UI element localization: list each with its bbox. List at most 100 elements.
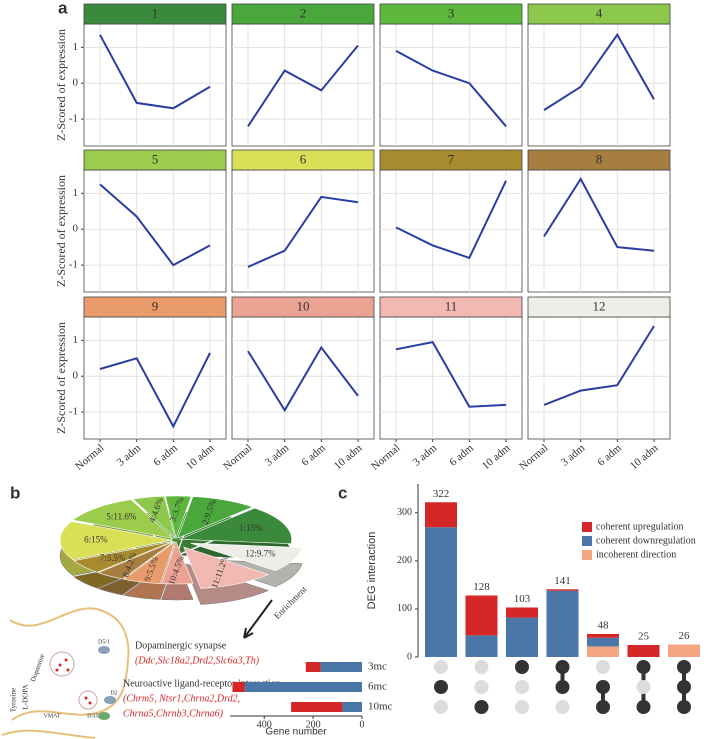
x-tick-label: 10 adm [332, 442, 365, 472]
enrichment-arrow [243, 599, 273, 639]
set-dot [677, 660, 691, 674]
panel-letter: b [10, 483, 20, 502]
x-axis-label: Gene number [265, 727, 327, 738]
bar-segment [465, 595, 498, 636]
bar-segment [546, 589, 579, 591]
x-tick-label: Normal [517, 442, 550, 473]
slice [164, 495, 192, 540]
mean-line [99, 34, 211, 110]
category-label: 10mc [368, 701, 393, 713]
y-tick-label: 1 [73, 187, 79, 199]
x-tick-label: 10 adm [628, 442, 661, 472]
slice [73, 540, 173, 573]
panel-header [527, 3, 671, 25]
x-tick-label: Normal [221, 442, 254, 473]
slice [72, 499, 175, 540]
slice [190, 542, 303, 572]
neuron-label: VMAT [43, 713, 60, 719]
bar-segment [320, 662, 362, 672]
legend-label: coherent upregulation [596, 521, 683, 532]
set-dot [596, 700, 610, 714]
y-axis-label: Z-Scored of expression [54, 175, 68, 287]
x-tick-label: Normal [369, 442, 402, 473]
y-tick-label: -1 [69, 406, 78, 418]
neuron-sketch [1, 607, 130, 739]
pathway-name: Dopaminergic synapse [135, 640, 227, 651]
panel-letter: a [58, 0, 68, 17]
slice [177, 496, 254, 539]
bar-segment [546, 590, 579, 657]
x-tick-label: 10 adm [480, 442, 513, 472]
panel-title: 4 [596, 5, 603, 20]
plot-panel [379, 23, 523, 147]
panel-header [231, 3, 375, 25]
y-tick-label: -1 [69, 113, 78, 125]
panel-title: 2 [300, 5, 307, 20]
y-axis-label: Z-Scored of expression [54, 322, 68, 434]
total-label: 103 [514, 593, 531, 605]
bar-segment [506, 617, 538, 657]
slice [122, 541, 176, 584]
set-dot [636, 660, 651, 674]
x-tick-label: 3 adm [263, 442, 292, 469]
y-tick-label: 0 [73, 77, 79, 89]
slice-label: 1:15% [239, 523, 263, 533]
plot-panel [231, 23, 375, 147]
bar-segment [305, 662, 321, 672]
set-dot [474, 700, 489, 714]
enrichment-label: Enrichment [272, 584, 309, 621]
bar-segment [587, 637, 619, 647]
slice-label: 5:11.6% [106, 512, 136, 522]
slice-label: 7:5.5% [100, 553, 126, 563]
set-dot [515, 700, 529, 714]
legend-label: incoherent direction [596, 549, 676, 560]
panel-header [379, 296, 523, 318]
y-tick-label: 0 [73, 370, 79, 382]
set-dot [636, 680, 651, 694]
set-dot [555, 680, 570, 694]
bar-segment [668, 644, 700, 657]
mean-line [247, 345, 359, 413]
y-tick-label: 0 [407, 651, 412, 662]
bar-segment [587, 633, 619, 638]
x-tick-label: 400 [257, 719, 272, 730]
set-dot [677, 700, 691, 714]
mean-line [395, 340, 507, 408]
set-dot [434, 660, 448, 674]
neuron-label: Dopamine [29, 653, 46, 683]
slice [179, 507, 292, 544]
set-dot [555, 660, 570, 674]
bar-segment [506, 607, 538, 618]
total-label: 25 [638, 631, 650, 643]
panel-header [379, 149, 523, 171]
panel-title: 6 [300, 151, 307, 166]
total-label: 322 [433, 488, 450, 500]
category-label: 3mc [368, 661, 387, 673]
plot-panel [231, 169, 375, 293]
panel-title: 3 [448, 5, 455, 20]
bar-segment [425, 502, 457, 528]
panel-title: 5 [152, 151, 159, 166]
set-dot [434, 680, 448, 694]
pathway-name: Neuroactive ligand-receptor interaction [123, 678, 281, 689]
neuron-label: D2 [110, 690, 117, 696]
x-tick-label: 200 [306, 719, 321, 730]
panel-header [379, 3, 523, 25]
category-label: 6mc [368, 681, 387, 693]
set-dot [596, 660, 610, 674]
y-axis-label: DEG interaction [366, 532, 378, 610]
plot-panel [83, 316, 227, 440]
set-dot [677, 680, 691, 694]
panel-title: 7 [448, 151, 455, 166]
x-tick-label: 10 adm [184, 442, 217, 472]
panel-header [527, 296, 671, 318]
total-label: 128 [473, 581, 490, 593]
legend-swatch [582, 522, 592, 532]
x-tick-label: Normal [73, 442, 106, 473]
panel-title: 11 [445, 298, 458, 313]
mean-line [247, 195, 359, 268]
mean-line [543, 32, 655, 111]
set-dot [474, 660, 489, 674]
neuron-label: Tyrosine [10, 688, 18, 712]
